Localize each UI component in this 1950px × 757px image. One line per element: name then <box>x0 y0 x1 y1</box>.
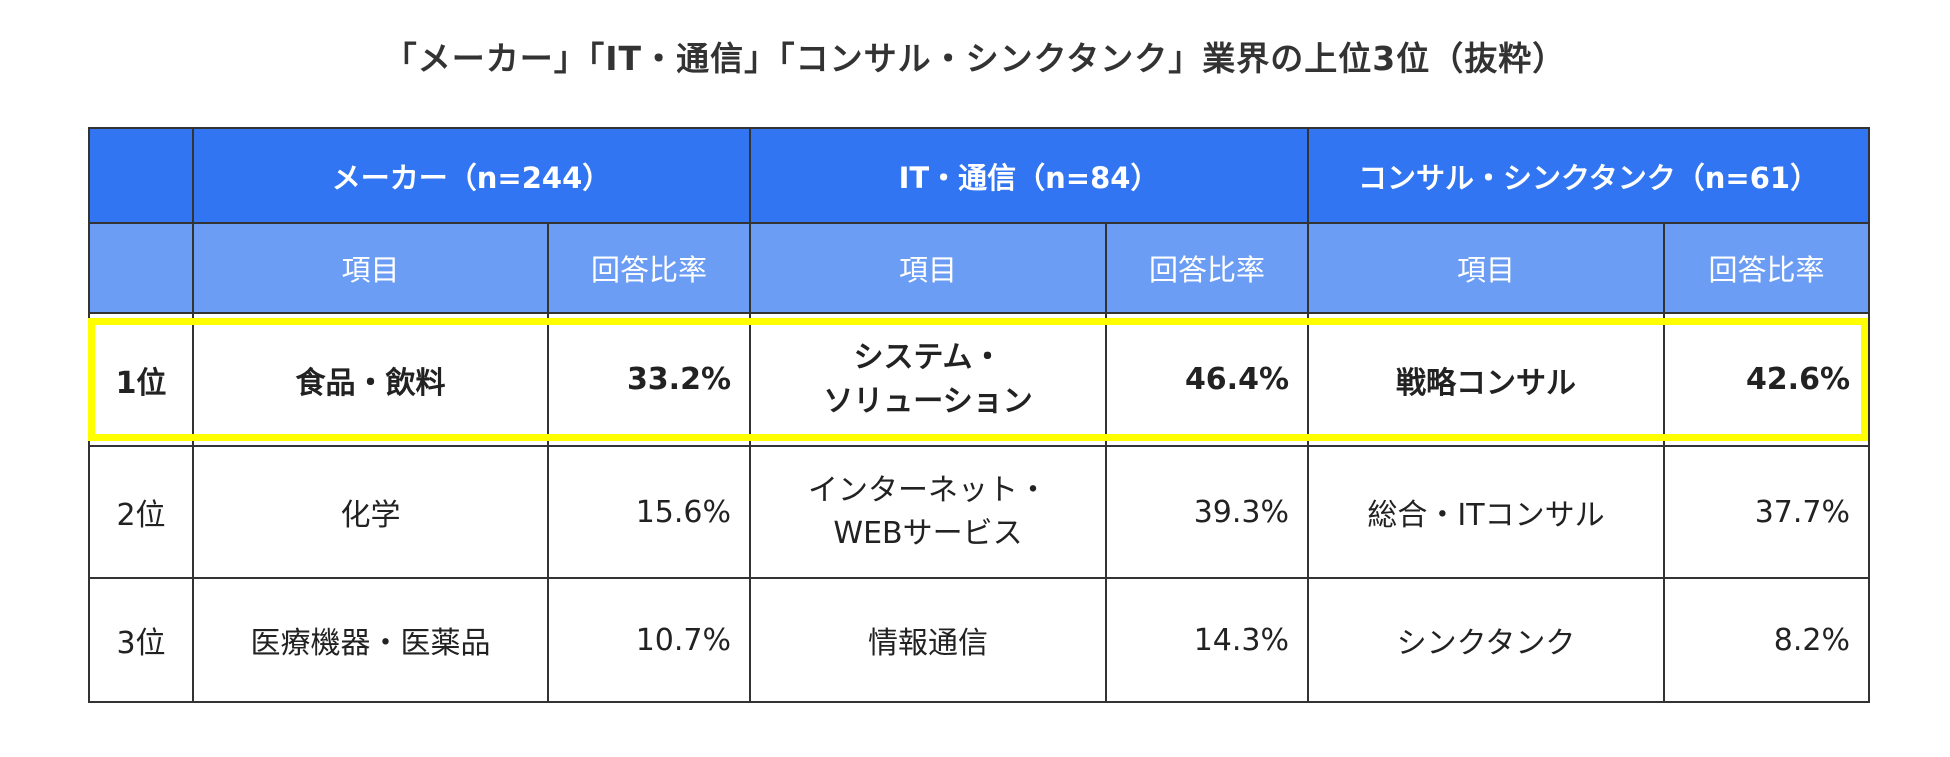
group-header-it: IT・通信（n=84） <box>749 127 1310 224</box>
group-header-consul: コンサル・シンクタンク（n=61） <box>1307 127 1871 224</box>
item-cell: 医療機器・医薬品 <box>192 577 549 703</box>
rate-cell: 10.7% <box>546 577 752 703</box>
rate-cell: 46.4% <box>1105 312 1310 447</box>
item-header: 項目 <box>1307 222 1666 314</box>
sub-header-corner-cell <box>88 222 194 314</box>
rate-cell: 14.3% <box>1105 577 1310 703</box>
item-cell: 食品・飲料 <box>192 312 549 447</box>
group-header-row: メーカー（n=244） IT・通信（n=84） コンサル・シンクタンク（n=61… <box>88 127 1871 224</box>
item-cell: 化学 <box>192 445 549 579</box>
rate-cell: 33.2% <box>546 312 752 447</box>
item-cell: 総合・ITコンサル <box>1307 445 1666 579</box>
table-row: 3位 医療機器・医薬品 10.7% 情報通信 14.3% シンクタンク 8.2% <box>88 577 1871 703</box>
item-cell: インターネット・ WEBサービス <box>749 445 1108 579</box>
ranking-table: メーカー（n=244） IT・通信（n=84） コンサル・シンクタンク（n=61… <box>88 127 1871 703</box>
rank-label: 3位 <box>88 577 194 703</box>
table-row: 1位 食品・飲料 33.2% システム・ ソリューション 46.4% 戦略コンサ… <box>88 312 1871 447</box>
rate-header: 回答比率 <box>1663 222 1871 314</box>
rate-cell: 39.3% <box>1105 445 1310 579</box>
rate-cell: 8.2% <box>1663 577 1871 703</box>
item-cell: システム・ ソリューション <box>749 312 1108 447</box>
group-header-maker: メーカー（n=244） <box>191 127 752 224</box>
item-cell: シンクタンク <box>1307 577 1666 703</box>
item-header: 項目 <box>192 222 549 314</box>
item-cell: 戦略コンサル <box>1307 312 1666 447</box>
item-cell: 情報通信 <box>749 577 1108 703</box>
rate-cell: 42.6% <box>1663 312 1871 447</box>
header-corner-cell <box>88 127 194 224</box>
rank-label: 1位 <box>88 312 194 447</box>
table-row: 2位 化学 15.6% インターネット・ WEBサービス 39.3% 総合・IT… <box>88 445 1871 579</box>
rate-cell: 15.6% <box>546 445 752 579</box>
chart-title: 「メーカー」「IT・通信」「コンサル・シンクタンク」業界の上位3位（抜粋） <box>383 39 1567 78</box>
rate-cell: 37.7% <box>1663 445 1871 579</box>
rate-header: 回答比率 <box>546 222 752 314</box>
rank-label: 2位 <box>88 445 194 579</box>
sub-header-row: 項目 回答比率 項目 回答比率 項目 回答比率 <box>88 222 1871 314</box>
rate-header: 回答比率 <box>1105 222 1310 314</box>
item-header: 項目 <box>749 222 1108 314</box>
